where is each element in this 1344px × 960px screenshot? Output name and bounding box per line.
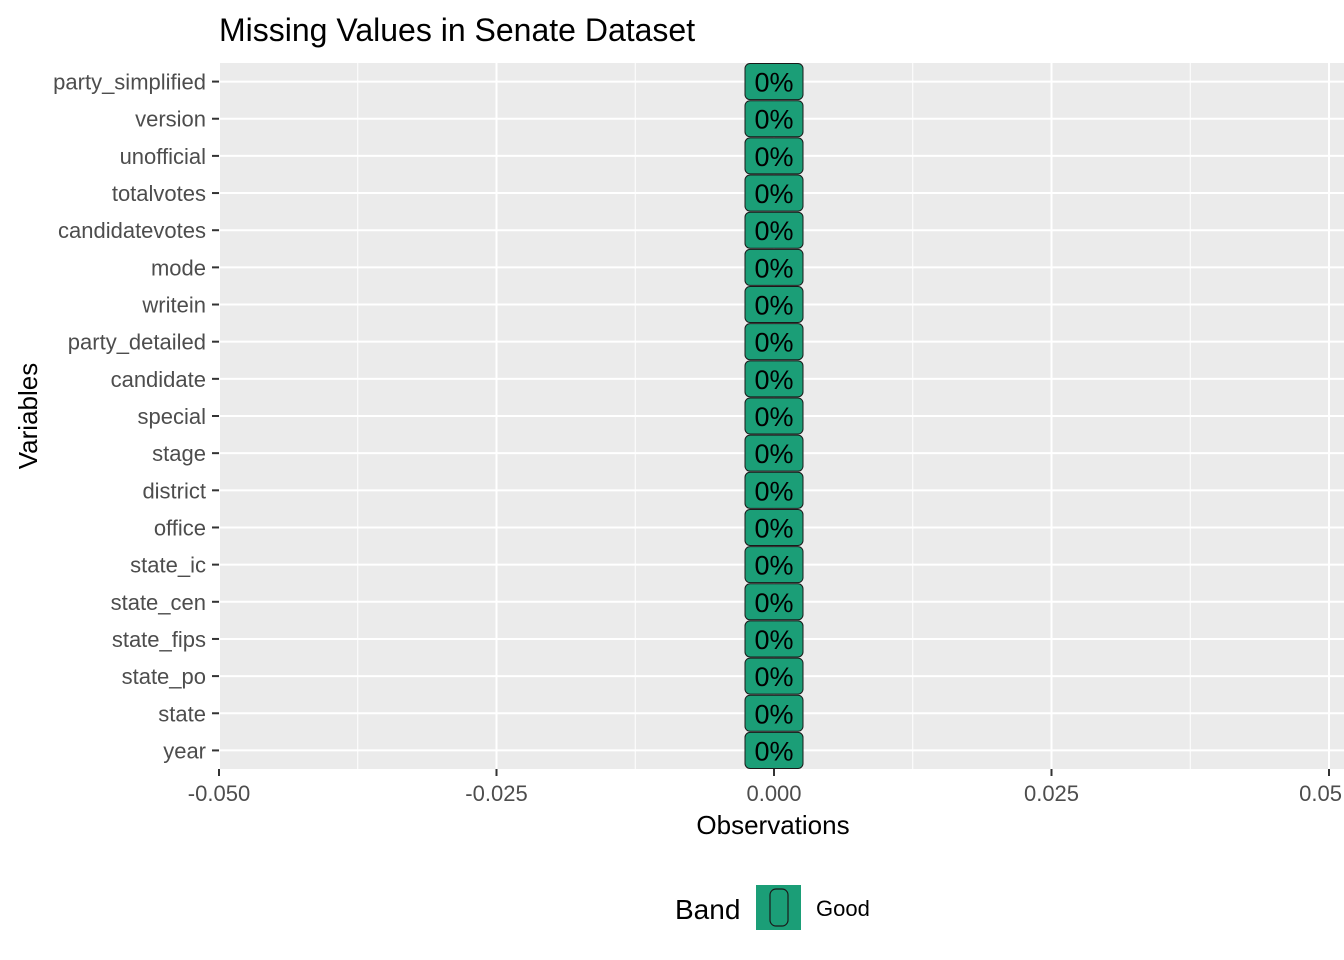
bar-totalvotes (744, 174, 804, 212)
bar-label-totalvotes: 0% (754, 179, 793, 209)
bar-candidatevotes (744, 211, 804, 249)
y-tick-label-party_simplified: party_simplified (53, 70, 206, 95)
bar-year (744, 731, 804, 769)
legend: Band Good (675, 885, 870, 930)
x-axis-title: Observations (696, 810, 849, 840)
bar-label-year: 0% (754, 736, 793, 766)
bar-candidate (744, 360, 804, 398)
bar-label-state_ic: 0% (754, 551, 793, 581)
bar-label-unofficial: 0% (754, 142, 793, 172)
bar-state_fips (744, 620, 804, 658)
y-tick-label-office: office (154, 515, 206, 540)
bar-state_cen (744, 583, 804, 621)
bar-label-candidatevotes: 0% (754, 216, 793, 246)
bar-party_simplified (744, 63, 804, 101)
y-tick-label-party_detailed: party_detailed (68, 330, 206, 355)
x-tick-label: 0.05 (1299, 781, 1342, 806)
bar-label-district: 0% (754, 476, 793, 506)
bar-label-special: 0% (754, 402, 793, 432)
bar-party_detailed (744, 323, 804, 361)
y-tick-label-version: version (135, 107, 206, 132)
x-tick-label: -0.050 (188, 781, 250, 806)
y-tick-label-candidate: candidate (111, 367, 206, 392)
y-tick-label-totalvotes: totalvotes (112, 181, 206, 206)
bar-office (744, 508, 804, 546)
bar-label-state_po: 0% (754, 662, 793, 692)
y-tick-label-state_ic: state_ic (130, 553, 206, 578)
bar-state (744, 694, 804, 732)
x-tick-label: 0.000 (746, 781, 801, 806)
y-tick-label-mode: mode (151, 255, 206, 280)
x-axis: -0.050 -0.025 0.000 0.025 0.05 (188, 769, 1342, 806)
bar-state_po (744, 657, 804, 695)
bar-district (744, 471, 804, 509)
y-tick-label-unofficial: unofficial (120, 144, 206, 169)
legend-title: Band (675, 894, 740, 925)
bar-mode (744, 248, 804, 286)
legend-key-glyph (769, 888, 789, 927)
bar-label-state_fips: 0% (754, 625, 793, 655)
bar-label-state_cen: 0% (754, 588, 793, 618)
y-tick-label-stage: stage (152, 441, 206, 466)
bar-label-party_simplified: 0% (754, 68, 793, 98)
y-tick-label-candidatevotes: candidatevotes (58, 218, 206, 243)
y-tick-label-writein: writein (141, 293, 206, 318)
y-axis-title: Variables (13, 363, 43, 469)
y-tick-label-state_fips: state_fips (112, 627, 206, 652)
y-tick-label-state_po: state_po (122, 664, 206, 689)
bar-special (744, 397, 804, 435)
legend-label-good: Good (816, 896, 870, 921)
y-tick-label-special: special (138, 404, 206, 429)
bar-label-party_detailed: 0% (754, 328, 793, 358)
x-tick-label: -0.025 (465, 781, 527, 806)
bars: 0% 0% 0% 0% 0% 0% 0% 0% 0% 0% 0% 0% 0% 0% 0% 0% 0% 0% 0% (744, 63, 804, 769)
y-tick-label-district: district (142, 478, 206, 503)
y-tick-label-state_cen: state_cen (111, 590, 206, 615)
bar-label-office: 0% (754, 513, 793, 543)
bar-writein (744, 286, 804, 324)
bar-stage (744, 434, 804, 472)
bar-label-writein: 0% (754, 291, 793, 321)
bar-label-mode: 0% (754, 253, 793, 283)
x-tick-label: 0.025 (1024, 781, 1079, 806)
bar-label-stage: 0% (754, 439, 793, 469)
bar-label-candidate: 0% (754, 365, 793, 395)
y-tick-label-state: state (158, 701, 206, 726)
bar-label-version: 0% (754, 105, 793, 135)
bar-state_ic (744, 546, 804, 584)
chart-title: Missing Values in Senate Dataset (219, 12, 695, 48)
bar-version (744, 100, 804, 138)
y-tick-label-year: year (163, 738, 206, 763)
bar-label-state: 0% (754, 699, 793, 729)
bar-unofficial (744, 137, 804, 175)
